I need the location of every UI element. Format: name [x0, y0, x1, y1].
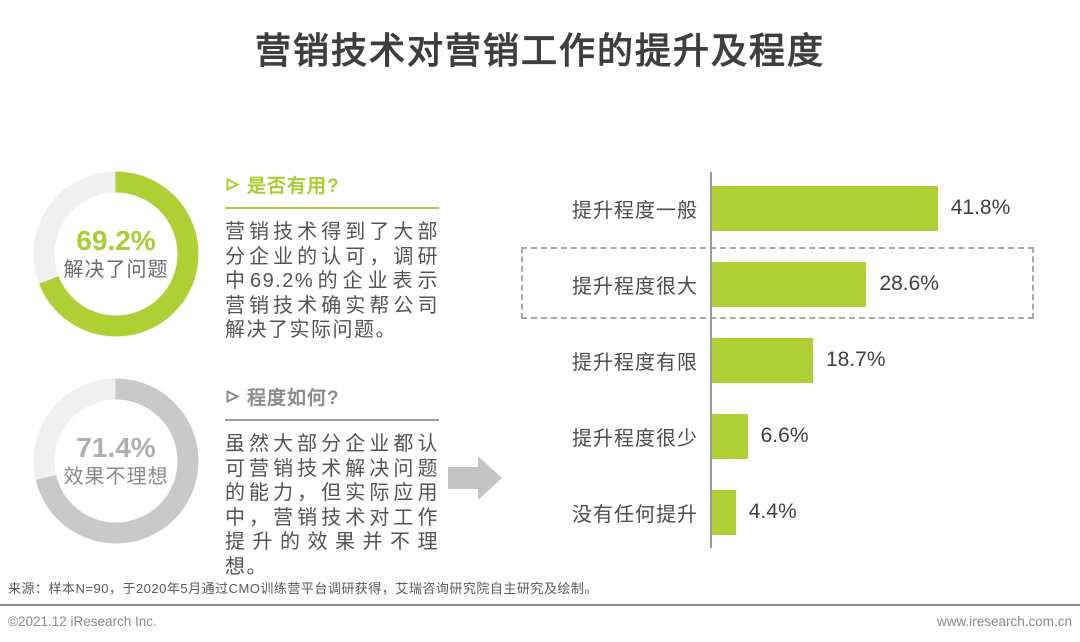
footer-website: www.iresearch.com.cn	[936, 614, 1072, 629]
donut-arc-1	[33, 171, 199, 337]
donut-arc-2	[33, 378, 199, 544]
big-right-arrow-icon	[448, 456, 502, 500]
bar-row-0: 提升程度一般 41.8%	[530, 170, 1060, 246]
bar-track: 6.6%	[712, 413, 1060, 459]
donut-ring-2	[33, 378, 199, 544]
bar-rect	[712, 413, 748, 459]
bar-track: 18.7%	[712, 337, 1060, 383]
bar-category-label: 没有任何提升	[572, 503, 698, 526]
bar-rect	[712, 261, 867, 307]
bar-track: 41.8%	[712, 185, 1060, 231]
bar-rect	[712, 337, 813, 383]
bar-category-label: 提升程度一般	[572, 199, 698, 222]
bar-track: 4.4%	[712, 489, 1060, 535]
bar-value-label: 41.8%	[950, 196, 1011, 219]
insight-heading-2: 程度如何?	[225, 383, 439, 410]
insight-block-usefulness: 是否有用? 营销技术得到了大部分企业的认可，调研中69.2%的企业表示营销技术确…	[225, 171, 439, 343]
bar-rows: 提升程度一般 41.8% 提升程度很大 28.6% 提升程度有限 18.7% 提升程度很少 6…	[530, 170, 1060, 550]
insight-rule-1	[225, 207, 439, 209]
bar-row-4: 没有任何提升 4.4%	[530, 474, 1060, 550]
bar-value-label: 4.4%	[748, 500, 797, 523]
bar-category-label: 提升程度有限	[572, 351, 698, 374]
donut-label-2: 效果不理想	[63, 466, 169, 488]
right-arrowhead-icon	[226, 177, 240, 192]
donut-value-2: 71.4%	[76, 432, 156, 463]
bar-row-1: 提升程度很大 28.6%	[530, 246, 1060, 322]
donut-label-1: 解决了问题	[63, 259, 169, 281]
insight-body-2: 虽然大部分企业都认可营销技术解决问题的能力，但实际应用中，营销技术对工作提升的效…	[225, 433, 439, 578]
bar-chart-improvement-degree: 提升程度一般 41.8% 提升程度很大 28.6% 提升程度有限 18.7% 提升程度很少 6…	[521, 170, 1060, 550]
donut-chart-effect-not-ideal: 71.4% 效果不理想	[31, 376, 201, 546]
bar-track: 28.6%	[712, 261, 1060, 307]
insight-heading-1: 是否有用?	[225, 171, 439, 198]
bar-rect	[712, 185, 938, 231]
bar-value-label: 28.6%	[879, 272, 939, 295]
bar-value-label: 18.7%	[825, 348, 886, 371]
insight-block-degree: 程度如何? 虽然大部分企业都认可营销技术解决问题的能力，但实际应用中，营销技术对…	[225, 383, 439, 579]
donut-ring-1	[33, 171, 199, 337]
footer-divider	[0, 604, 1080, 606]
bar-rect	[712, 489, 736, 535]
donut-center-1: 69.2% 解决了问题	[31, 169, 201, 339]
source-note: 来源：样本N=90，于2020年5月通过CMO训练营平台调研获得，艾瑞咨询研究院…	[8, 581, 598, 596]
bar-value-label: 6.6%	[760, 424, 809, 447]
bar-category-label: 提升程度很少	[572, 427, 698, 450]
insight-body-1: 营销技术得到了大部分企业的认可，调研中69.2%的企业表示营销技术确实帮公司解决…	[225, 221, 439, 341]
donut-value-1: 69.2%	[76, 225, 156, 256]
insight-rule-2	[225, 419, 439, 421]
bar-row-2: 提升程度有限 18.7%	[530, 322, 1060, 398]
bar-category-label: 提升程度很大	[572, 275, 698, 298]
bar-row-3: 提升程度很少 6.6%	[530, 398, 1060, 474]
page-title: 营销技术对营销工作的提升及程度	[254, 30, 825, 71]
highlight-box	[521, 247, 1034, 319]
footer-copyright: ©2021.12 iResearch Inc.	[8, 614, 157, 629]
right-arrowhead-icon	[226, 389, 240, 404]
bar-chart-axis	[710, 172, 712, 548]
donut-chart-solved-problem: 69.2% 解决了问题	[31, 169, 201, 339]
donut-center-2: 71.4% 效果不理想	[31, 376, 201, 546]
insight-heading-text-1: 是否有用?	[247, 176, 340, 197]
insight-heading-text-2: 程度如何?	[247, 388, 340, 409]
